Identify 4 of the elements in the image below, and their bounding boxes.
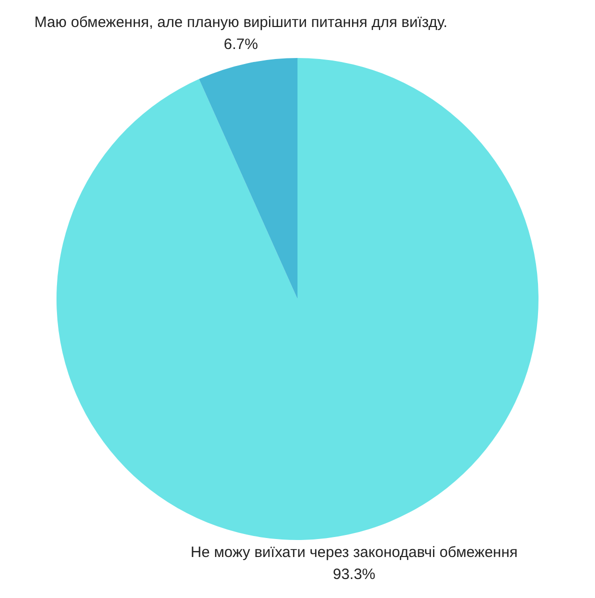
slice-label: Маю обмеження, але планую вирішити питання для виїзду.	[34, 14, 448, 32]
data-label: 6.7%	[224, 36, 258, 54]
data-label: 93.3%	[332, 566, 376, 584]
slice-label: Не можу виїхати через законодавчі обмеження	[190, 544, 518, 562]
